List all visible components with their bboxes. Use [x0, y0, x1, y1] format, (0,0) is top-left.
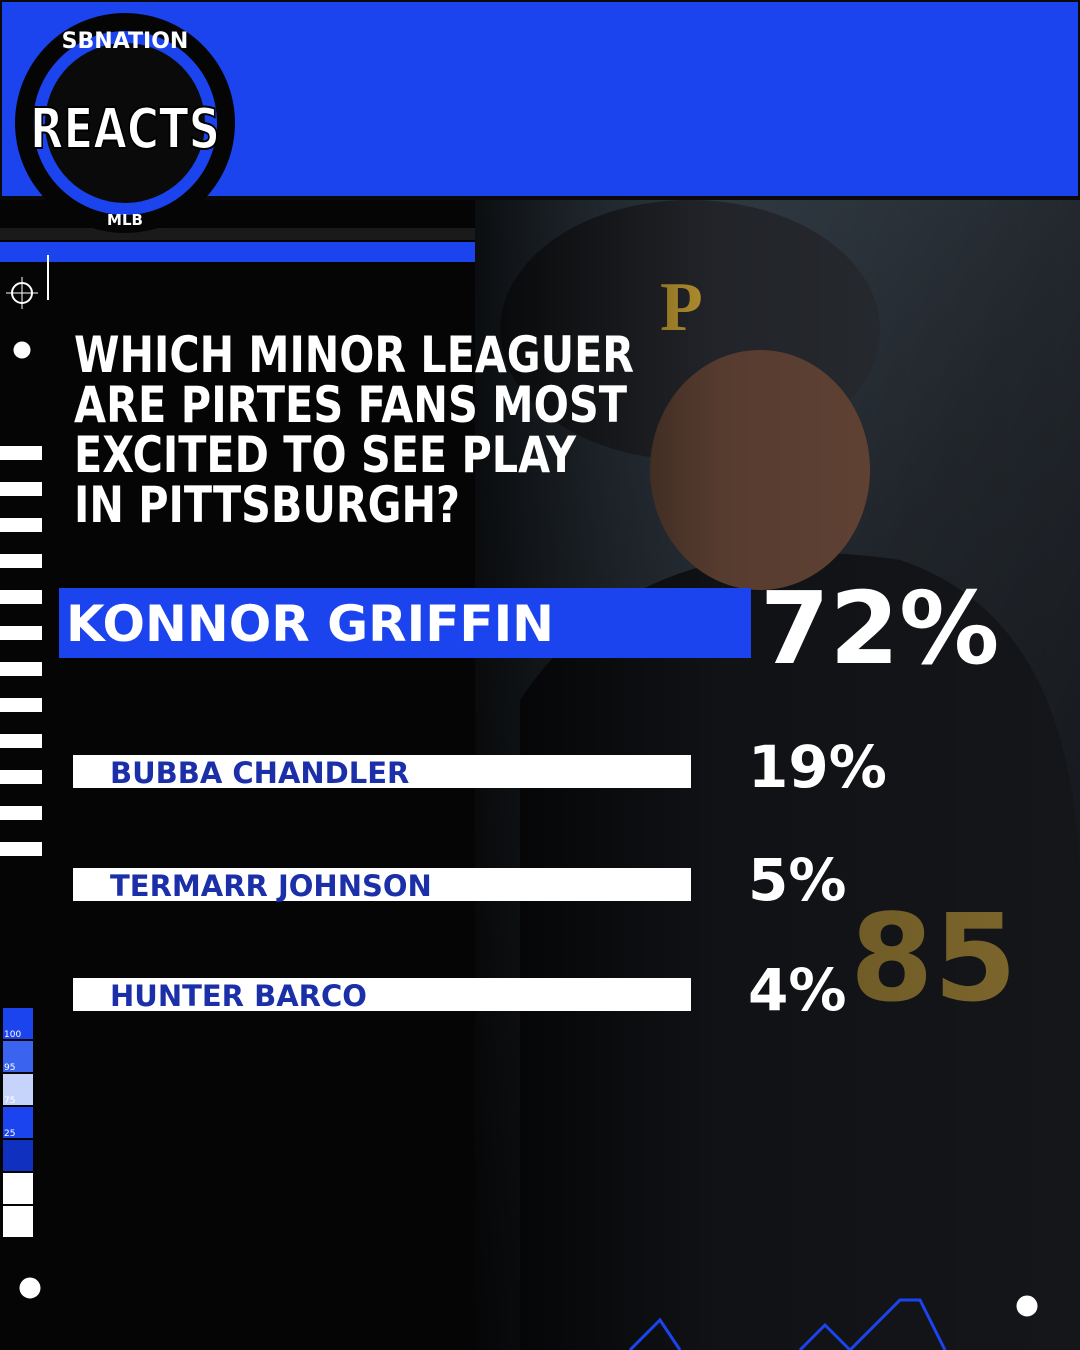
- logo: SBNATION REACTS MLB: [15, 13, 235, 233]
- question-line: ARE PIRTES FANS MOST: [74, 376, 627, 434]
- stripe: [0, 518, 42, 532]
- stripes: [0, 446, 42, 856]
- scale-label: 100: [4, 1030, 21, 1040]
- top-result-bar: [59, 588, 751, 658]
- scale-block: [3, 1041, 33, 1072]
- result-percent: 5%: [748, 846, 846, 914]
- result-name: BUBBA CHANDLER: [110, 756, 409, 790]
- stripe: [0, 662, 42, 676]
- logo-bottom: MLB: [107, 211, 143, 229]
- result-percent: 19%: [748, 733, 887, 801]
- question-line: IN PITTSBURGH?: [74, 476, 460, 534]
- result-bar: [73, 868, 691, 901]
- stripe: [0, 554, 42, 568]
- side-scale: 100 95 75 25: [3, 1008, 33, 1237]
- question-line: WHICH MINOR LEAGUER: [74, 326, 634, 384]
- scale-label: 75: [4, 1096, 15, 1106]
- stripe: [0, 842, 42, 856]
- stripe: [0, 446, 42, 460]
- question-line: EXCITED TO SEE PLAY: [74, 426, 577, 484]
- results: KONNOR GRIFFIN 72% BUBBA CHANDLER 19% TERMAR…: [59, 570, 999, 1024]
- result-name: KONNOR GRIFFIN: [66, 595, 554, 653]
- result-name: HUNTER BARCO: [110, 979, 367, 1013]
- logo-top: SBNATION: [62, 29, 189, 54]
- stripe: [0, 482, 42, 496]
- scale-block: [3, 1008, 33, 1039]
- result-bar: [73, 755, 691, 788]
- stripe: [0, 770, 42, 784]
- stripe: [0, 698, 42, 712]
- stripe: [0, 626, 42, 640]
- scale-block: [3, 1140, 33, 1171]
- decoration: [6, 255, 1038, 1350]
- scale-label: 95: [4, 1063, 15, 1073]
- result-name: TERMARR JOHNSON: [110, 869, 432, 903]
- stripe: [0, 590, 42, 604]
- divider: [0, 228, 475, 240]
- result-percent: 4%: [748, 956, 846, 1024]
- stripe: [0, 734, 42, 748]
- scale-label: 25: [4, 1129, 15, 1139]
- scale-block: [3, 1206, 33, 1237]
- result-percent: 72%: [760, 570, 999, 687]
- divider: [0, 242, 475, 262]
- scale-block: [3, 1107, 33, 1138]
- scale-block: [3, 1173, 33, 1204]
- result-bar: [73, 978, 691, 1011]
- stripe: [0, 806, 42, 820]
- scale-block: [3, 1074, 33, 1105]
- logo-main: REACTS: [30, 97, 220, 162]
